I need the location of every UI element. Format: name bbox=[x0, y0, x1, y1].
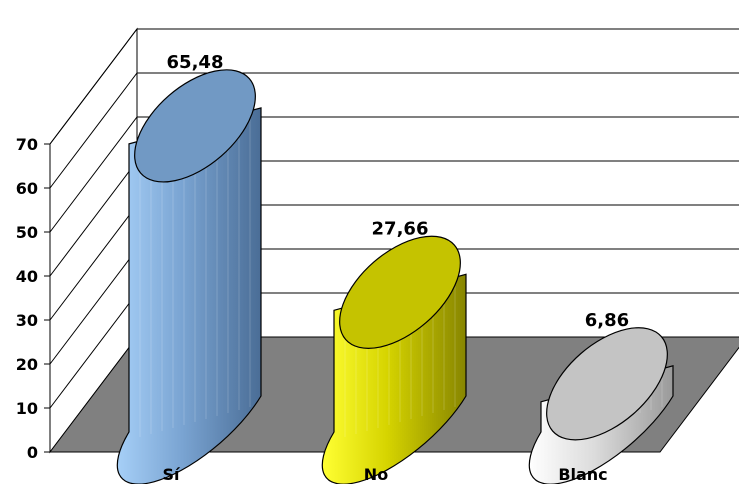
cylinder-top bbox=[339, 235, 461, 349]
y-axis: 0 10 20 30 40 50 60 70 bbox=[16, 135, 51, 462]
category-label: Blanc bbox=[558, 465, 607, 484]
y-tick-label: 60 bbox=[16, 179, 38, 198]
y-tick-label: 40 bbox=[16, 267, 38, 286]
data-label: 6,86 bbox=[585, 310, 629, 331]
cylinder-top bbox=[134, 69, 256, 183]
data-label: 27,66 bbox=[372, 218, 429, 239]
cylinder-body bbox=[116, 107, 262, 484]
y-tick-label: 30 bbox=[16, 311, 38, 330]
y-tick-label: 50 bbox=[16, 223, 38, 242]
y-tick-label: 20 bbox=[16, 355, 38, 374]
cylinder-top bbox=[546, 327, 668, 441]
data-label: 65,48 bbox=[167, 52, 224, 73]
bars bbox=[116, 69, 674, 484]
bar-blanc bbox=[528, 327, 674, 484]
y-tick-label: 70 bbox=[16, 135, 38, 154]
labels: 65,48 Sí 27,66 No 6,86 Blanc bbox=[162, 52, 629, 484]
gridline bbox=[49, 72, 739, 189]
bar-sí bbox=[116, 69, 262, 484]
bar-no bbox=[321, 235, 467, 484]
y-tick-label: 0 bbox=[27, 443, 38, 462]
gridline bbox=[49, 116, 739, 233]
category-label: No bbox=[364, 465, 388, 484]
gridline bbox=[49, 28, 739, 145]
category-label: Sí bbox=[162, 465, 181, 484]
y-tick-label: 10 bbox=[16, 399, 38, 418]
